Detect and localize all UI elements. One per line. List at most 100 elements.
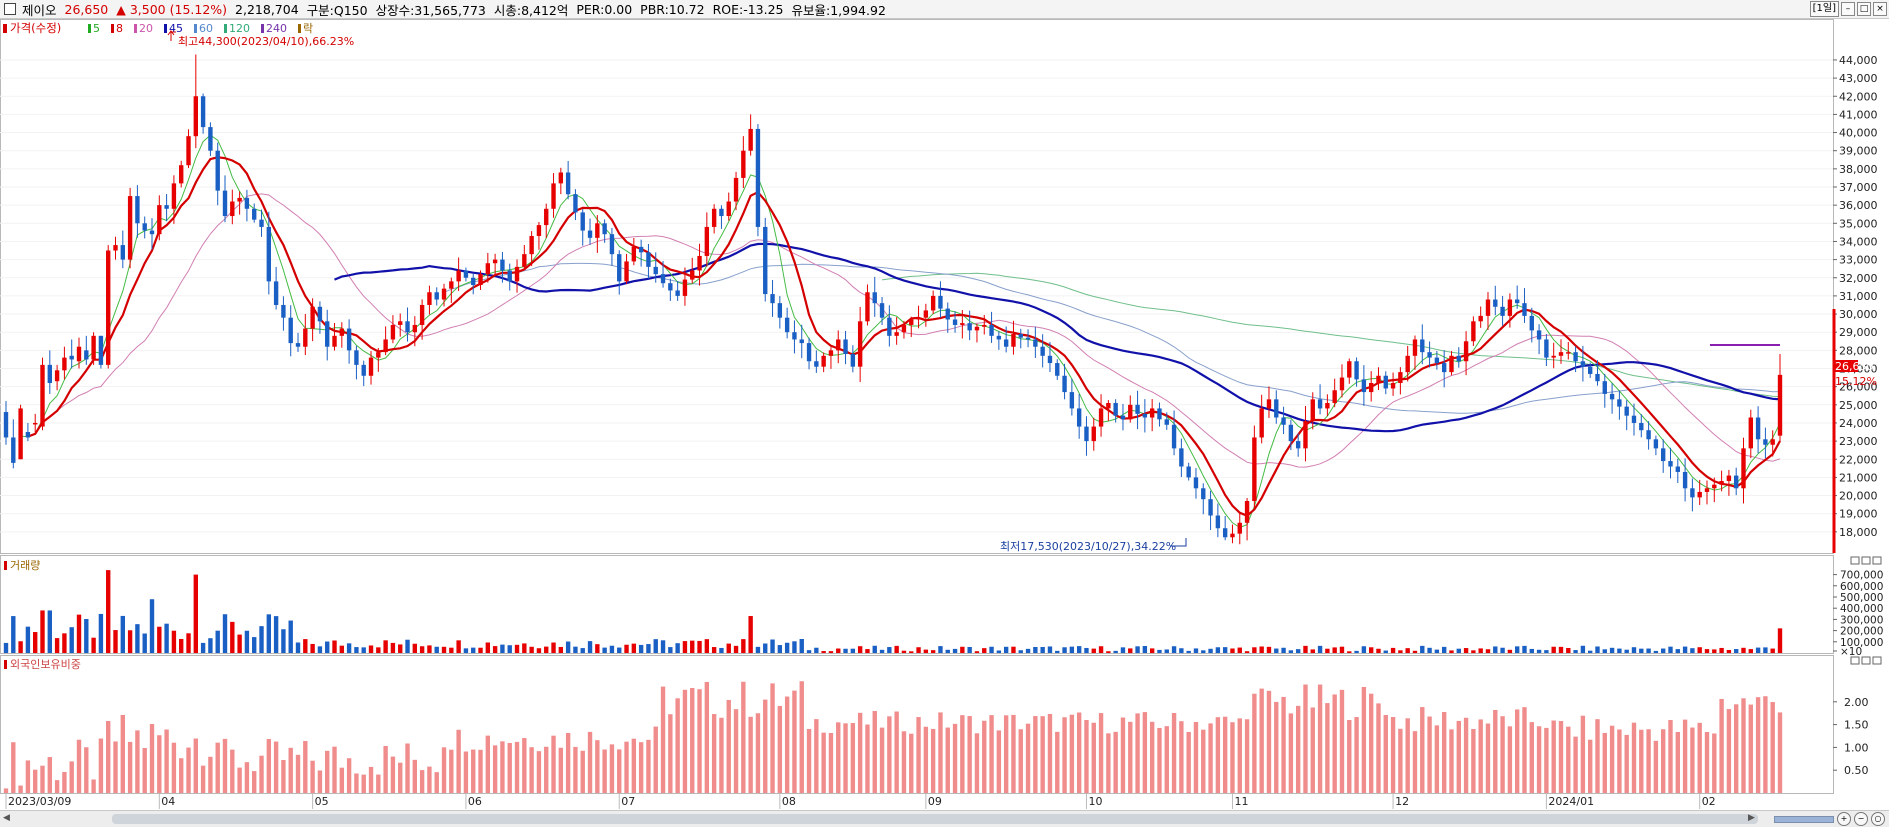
candle-body[interactable] — [1573, 352, 1578, 362]
candle-body[interactable] — [179, 165, 184, 184]
candle-body[interactable] — [76, 346, 82, 362]
candle-body[interactable] — [383, 339, 388, 353]
candle-body[interactable] — [1763, 439, 1768, 445]
candle-body[interactable] — [1712, 484, 1717, 489]
candle-body[interactable] — [1704, 488, 1710, 492]
candle-body[interactable] — [690, 270, 695, 280]
candle-body[interactable] — [1595, 373, 1600, 382]
candle-body[interactable] — [1347, 361, 1352, 378]
candle-body[interactable] — [529, 236, 534, 255]
candle-body[interactable] — [1055, 363, 1060, 376]
candle-body[interactable] — [288, 317, 293, 344]
period-button[interactable]: [1일] — [1809, 1, 1839, 17]
candle-body[interactable] — [361, 364, 366, 376]
candle-body[interactable] — [945, 308, 950, 320]
candle-body[interactable] — [485, 263, 491, 275]
candle-body[interactable] — [237, 197, 242, 202]
candle-body[interactable] — [923, 310, 929, 318]
candle-body[interactable] — [1661, 448, 1666, 462]
candle-body[interactable] — [609, 234, 615, 255]
candle-body[interactable] — [434, 292, 439, 300]
candle-body[interactable] — [1332, 390, 1337, 403]
candle-body[interactable] — [1252, 437, 1257, 501]
candle-body[interactable] — [193, 96, 199, 137]
zoom-out-icon[interactable]: − — [1854, 812, 1868, 826]
candle-body[interactable] — [1201, 488, 1206, 500]
candle-body[interactable] — [836, 339, 841, 351]
candle-body[interactable] — [1164, 419, 1169, 425]
candle-body[interactable] — [244, 197, 250, 209]
candle-body[interactable] — [711, 208, 717, 227]
candle-body[interactable] — [617, 254, 622, 282]
candle-body[interactable] — [1755, 417, 1761, 440]
candle-body[interactable] — [215, 150, 220, 191]
candle-body[interactable] — [675, 290, 680, 296]
candle-body[interactable] — [770, 294, 775, 304]
candle-body[interactable] — [186, 136, 191, 166]
candle-body[interactable] — [1317, 399, 1323, 409]
candle-body[interactable] — [1529, 315, 1534, 331]
candle-body[interactable] — [952, 319, 958, 325]
candle-body[interactable] — [1639, 422, 1644, 431]
candle-body[interactable] — [427, 292, 432, 305]
candle-body[interactable] — [1646, 430, 1651, 440]
candle-body[interactable] — [777, 303, 783, 318]
panel-buttons[interactable] — [1850, 556, 1882, 665]
candle-body[interactable] — [449, 281, 454, 289]
candle-body[interactable] — [113, 245, 118, 251]
candle-body[interactable] — [1456, 355, 1461, 362]
candle-body[interactable] — [1062, 375, 1067, 393]
candle-body[interactable] — [1244, 500, 1250, 523]
maximize-icon[interactable]: □ — [1857, 2, 1871, 16]
candle-body[interactable] — [1091, 426, 1096, 442]
candle-body[interactable] — [1098, 408, 1104, 427]
candle-body[interactable] — [142, 223, 147, 231]
candle-body[interactable] — [1485, 299, 1491, 316]
candle-body[interactable] — [54, 370, 60, 382]
candle-body[interactable] — [514, 266, 520, 282]
candle-body[interactable] — [1741, 448, 1746, 489]
candle-body[interactable] — [11, 437, 16, 463]
candle-body[interactable] — [1726, 475, 1732, 482]
candle-body[interactable] — [1748, 417, 1753, 449]
candle-body[interactable] — [1303, 421, 1308, 449]
close-icon[interactable]: × — [1873, 2, 1887, 16]
candle-body[interactable] — [463, 270, 469, 278]
candle-body[interactable] — [733, 177, 739, 202]
candle-body[interactable] — [62, 357, 67, 371]
volume-bars[interactable] — [3, 570, 1783, 653]
candle-body[interactable] — [879, 303, 885, 318]
candle-body[interactable] — [354, 350, 359, 365]
candle-body[interactable] — [47, 364, 52, 384]
candle-body[interactable] — [200, 96, 206, 128]
minimize-icon[interactable]: – — [1841, 2, 1855, 16]
candle-body[interactable] — [558, 172, 564, 184]
candle-body[interactable] — [1675, 466, 1680, 472]
scroll-right-icon[interactable]: ▶ — [1748, 813, 1755, 823]
candle-body[interactable] — [631, 246, 637, 262]
candle-body[interactable] — [1310, 399, 1315, 422]
candle-body[interactable] — [1113, 402, 1118, 416]
candle-body[interactable] — [1522, 303, 1527, 316]
candle-body[interactable] — [135, 196, 140, 224]
candle-body[interactable] — [1412, 339, 1418, 356]
candle-body[interactable] — [303, 328, 308, 347]
candle-body[interactable] — [974, 326, 980, 331]
candle-body[interactable] — [1047, 355, 1053, 364]
candle-body[interactable] — [843, 339, 848, 354]
candle-body[interactable] — [1281, 417, 1286, 425]
candle-body[interactable] — [1682, 471, 1688, 489]
candle-body[interactable] — [1142, 413, 1148, 418]
candle-body[interactable] — [865, 292, 870, 322]
candle-body[interactable] — [814, 361, 819, 367]
candle-body[interactable] — [1427, 352, 1432, 358]
candle-body[interactable] — [1558, 352, 1564, 356]
candle-body[interactable] — [1624, 406, 1629, 416]
candle-body[interactable] — [857, 321, 863, 367]
candle-body[interactable] — [1609, 393, 1615, 400]
candle-body[interactable] — [1288, 424, 1294, 442]
candle-body[interactable] — [938, 295, 943, 309]
candle-body[interactable] — [1193, 477, 1199, 489]
candle-body[interactable] — [668, 283, 673, 291]
candle-body[interactable] — [1354, 361, 1359, 380]
